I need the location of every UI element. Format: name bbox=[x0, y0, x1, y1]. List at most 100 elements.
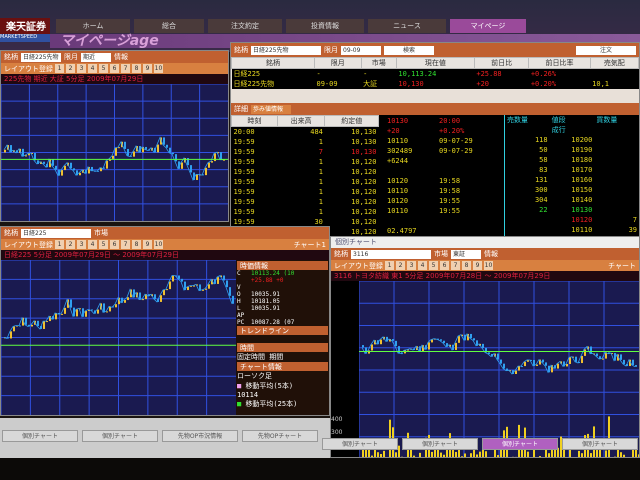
candle bbox=[175, 275, 177, 277]
tab-walk[interactable]: 歩み値情報 bbox=[251, 104, 291, 114]
window-tab[interactable]: 個別チャート bbox=[482, 438, 558, 450]
book-row[interactable]: 10120 7 bbox=[505, 215, 639, 225]
quote-row[interactable]: 日経225先物 09-09 大証 10,130 +20 +0.20% 10,1 bbox=[231, 79, 639, 89]
layout-7[interactable]: 7 bbox=[121, 64, 130, 73]
layout-8[interactable]: 8 bbox=[132, 240, 141, 249]
candle bbox=[166, 289, 168, 291]
layout-10[interactable]: 10 bbox=[154, 240, 163, 249]
nav-investment-info[interactable]: 投資情報 bbox=[286, 19, 364, 33]
quote-row[interactable]: 日経225 - - 10,113.24 +25.88 +0.26% bbox=[231, 68, 639, 79]
layout-8[interactable]: 8 bbox=[462, 261, 471, 270]
layout-6[interactable]: 6 bbox=[440, 261, 449, 270]
layout-7[interactable]: 7 bbox=[121, 240, 130, 249]
layout-10[interactable]: 10 bbox=[484, 261, 493, 270]
ma-line bbox=[361, 333, 636, 375]
chart-info-line: 3116 トヨタ紡織 東1 5分足 2009年07月28日 〜 2009年07月… bbox=[331, 271, 639, 281]
candle bbox=[130, 155, 132, 157]
month-select[interactable]: 09-09 bbox=[341, 45, 381, 55]
window-tab[interactable]: 個別チャート bbox=[562, 438, 638, 450]
layout-6[interactable]: 6 bbox=[110, 64, 119, 73]
order-button[interactable]: 注文 bbox=[576, 45, 636, 55]
chart-tab[interactable]: チャート bbox=[608, 261, 636, 270]
candle bbox=[112, 306, 114, 308]
layout-1[interactable]: 1 bbox=[55, 240, 64, 249]
layout-3[interactable]: 3 bbox=[77, 64, 86, 73]
window-tab[interactable]: 個別チャート bbox=[2, 430, 78, 442]
window-tab[interactable]: 個別チャート bbox=[402, 438, 478, 450]
candle bbox=[533, 360, 535, 366]
chart-tab[interactable]: チャート1 bbox=[293, 240, 326, 249]
month-select[interactable]: 期近 bbox=[81, 52, 111, 62]
layout-1[interactable]: 1 bbox=[385, 261, 394, 270]
window-tab[interactable]: 先物OP市況情報 bbox=[162, 430, 238, 442]
tab-detail[interactable]: 詳細 bbox=[234, 105, 248, 113]
layout-7[interactable]: 7 bbox=[451, 261, 460, 270]
layout-9[interactable]: 9 bbox=[473, 261, 482, 270]
book-row[interactable]: 10110 39 bbox=[505, 225, 639, 235]
period-fixed-radio[interactable]: 固定時間 bbox=[237, 353, 265, 361]
window-tab[interactable]: 個別チャート bbox=[82, 430, 158, 442]
layout-4[interactable]: 4 bbox=[418, 261, 427, 270]
book-row[interactable]: 131 10160 bbox=[505, 175, 639, 185]
layout-4[interactable]: 4 bbox=[88, 240, 97, 249]
layout-8[interactable]: 8 bbox=[132, 64, 141, 73]
nav-overview[interactable]: 総合 bbox=[134, 19, 204, 33]
market-select[interactable]: 東証 bbox=[451, 249, 481, 259]
layout-3[interactable]: 3 bbox=[77, 240, 86, 249]
layout-9[interactable]: 9 bbox=[143, 240, 152, 249]
window-tab[interactable]: 個別チャート bbox=[322, 438, 398, 450]
trendline-title[interactable]: トレンドライン bbox=[237, 326, 328, 335]
layout-label[interactable]: レイアウト登録 bbox=[4, 240, 53, 249]
book-row[interactable]: 118 10200 bbox=[505, 135, 639, 145]
period-range-radio[interactable]: 期間 bbox=[269, 353, 284, 361]
book-row[interactable]: 304 10140 bbox=[505, 195, 639, 205]
layout-9[interactable]: 9 bbox=[143, 64, 152, 73]
window-tab[interactable]: 先物OPチャート bbox=[242, 430, 318, 442]
nav-orders[interactable]: 注文約定 bbox=[208, 19, 282, 33]
candle bbox=[220, 152, 222, 160]
info-button[interactable]: 情報 bbox=[114, 53, 128, 61]
volume-bar bbox=[446, 444, 448, 457]
book-row[interactable]: 83 10170 bbox=[505, 165, 639, 175]
layout-10[interactable]: 10 bbox=[154, 64, 163, 73]
volume-bar bbox=[635, 449, 637, 457]
book-row[interactable]: 50 10190 bbox=[505, 145, 639, 155]
layout-5[interactable]: 5 bbox=[99, 64, 108, 73]
book-row[interactable]: 58 10180 bbox=[505, 155, 639, 165]
layout-5[interactable]: 5 bbox=[99, 240, 108, 249]
nav-home[interactable]: ホーム bbox=[56, 19, 130, 33]
price-volume-chart[interactable] bbox=[359, 281, 639, 457]
price: 10,130 bbox=[398, 80, 424, 88]
layout-4[interactable]: 4 bbox=[88, 64, 97, 73]
detail-row: 02.4797 bbox=[387, 227, 496, 237]
layout-2[interactable]: 2 bbox=[66, 240, 75, 249]
symbol-select[interactable]: 日経225 bbox=[21, 228, 91, 238]
candle bbox=[46, 321, 48, 323]
symbol-select[interactable]: 3116 bbox=[351, 249, 431, 259]
candle bbox=[142, 299, 144, 301]
symbol-select[interactable]: 日経225先物 bbox=[21, 52, 61, 62]
layout-5[interactable]: 5 bbox=[429, 261, 438, 270]
nav-news[interactable]: ニュース bbox=[368, 19, 446, 33]
volume: 1 bbox=[318, 187, 323, 196]
layout-label[interactable]: レイアウト登録 bbox=[334, 261, 383, 270]
layout-6[interactable]: 6 bbox=[110, 240, 119, 249]
layout-3[interactable]: 3 bbox=[407, 261, 416, 270]
book-row[interactable]: 22 10130 bbox=[505, 205, 639, 215]
layout-2[interactable]: 2 bbox=[396, 261, 405, 270]
symbol-select[interactable]: 日経225先物 bbox=[251, 45, 321, 55]
candle bbox=[539, 359, 541, 365]
price-chart[interactable] bbox=[1, 260, 236, 415]
candle bbox=[557, 363, 559, 369]
month-label: 限月 bbox=[324, 46, 338, 54]
nav-mypage[interactable]: マイページ bbox=[450, 19, 526, 33]
volume: 1 bbox=[318, 137, 323, 146]
search-button[interactable]: 検索 bbox=[384, 45, 434, 55]
info-button[interactable]: 情報 bbox=[484, 250, 498, 258]
layout-label[interactable]: レイアウト登録 bbox=[4, 64, 53, 73]
price-chart[interactable] bbox=[1, 84, 228, 221]
layout-1[interactable]: 1 bbox=[55, 64, 64, 73]
layout-2[interactable]: 2 bbox=[66, 64, 75, 73]
book-row[interactable]: 300 10150 bbox=[505, 185, 639, 195]
market-label: 市場 bbox=[434, 250, 448, 258]
